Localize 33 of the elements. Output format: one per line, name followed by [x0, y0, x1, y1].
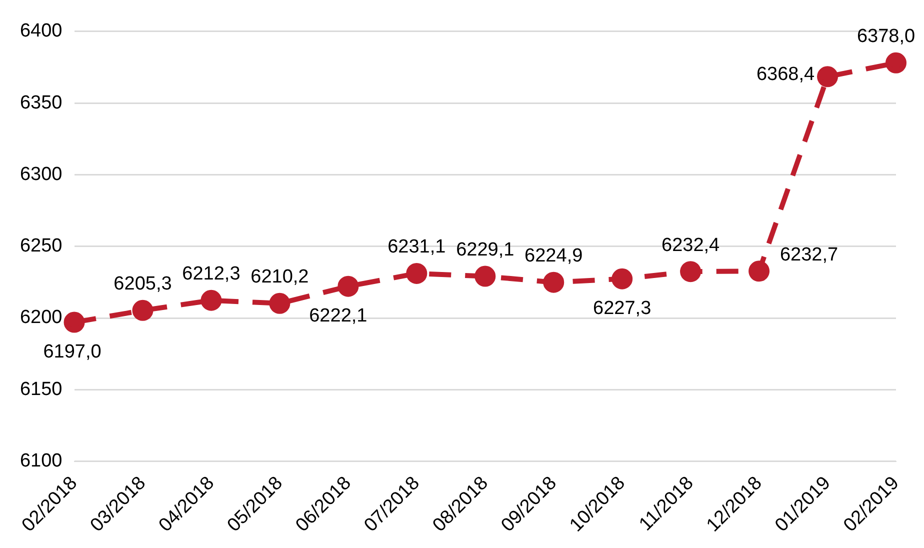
point [474, 266, 496, 287]
point [612, 268, 633, 290]
data-label: 6232,7 [780, 244, 838, 266]
point [406, 262, 428, 284]
point [64, 312, 85, 333]
point [886, 52, 906, 74]
point [543, 272, 564, 293]
y-tick-label: 6250 [20, 236, 62, 257]
y-tick-label: 6400 [20, 20, 62, 42]
y-tick-label: 6300 [20, 164, 62, 185]
point [200, 290, 222, 311]
point [269, 292, 290, 314]
point [817, 66, 838, 88]
y-tick-label: 6200 [20, 307, 62, 328]
data-label: 6222,1 [309, 306, 368, 327]
data-label: 6197,0 [43, 342, 102, 363]
y-tick-label: 6350 [20, 92, 62, 114]
data-label: 6227,3 [593, 298, 652, 320]
data-label: 6205,3 [114, 274, 172, 295]
data-label: 6210,2 [250, 266, 309, 288]
point [132, 300, 154, 321]
data-label: 6212,3 [182, 264, 240, 285]
data-label: 6232,4 [662, 234, 720, 256]
y-tick-label: 6100 [20, 450, 62, 472]
point [338, 276, 359, 297]
data-label: 6224,9 [524, 246, 583, 267]
data-label: 6368,4 [756, 64, 816, 85]
point [680, 261, 702, 282]
data-label: 6378,0 [856, 26, 916, 48]
point [748, 260, 770, 282]
y-tick-label: 6150 [20, 378, 62, 400]
data-label: 6229,1 [456, 240, 514, 261]
data-label: 6231,1 [388, 236, 446, 258]
